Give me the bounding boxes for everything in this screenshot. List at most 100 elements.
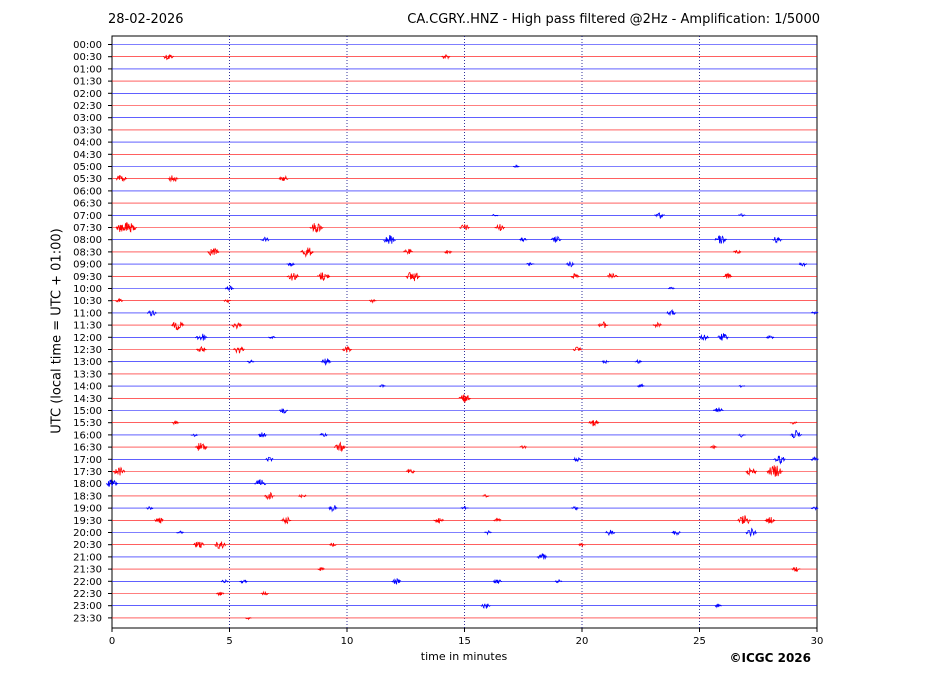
seismic-event bbox=[257, 432, 267, 438]
seismic-event bbox=[789, 421, 798, 425]
seismic-event bbox=[484, 530, 492, 536]
y-tick-label: 11:30 bbox=[73, 321, 102, 332]
seismic-event bbox=[317, 567, 325, 571]
seismic-event bbox=[378, 384, 386, 389]
seismic-event bbox=[713, 407, 724, 413]
seismic-event bbox=[766, 335, 775, 340]
seismic-event bbox=[459, 224, 470, 231]
seismic-event bbox=[268, 335, 276, 340]
seismic-event bbox=[810, 506, 819, 511]
seismic-event bbox=[176, 530, 184, 534]
seismic-event bbox=[737, 515, 752, 525]
seismic-event bbox=[333, 441, 347, 453]
y-tick-label: 07:30 bbox=[73, 223, 102, 234]
seismic-event bbox=[550, 235, 562, 243]
seismic-event bbox=[329, 542, 337, 548]
seismic-event bbox=[278, 408, 289, 414]
seismic-event bbox=[264, 491, 275, 501]
seismic-event bbox=[320, 358, 332, 366]
x-tick-label: 0 bbox=[109, 636, 115, 647]
seismic-event bbox=[737, 433, 746, 438]
seismic-event bbox=[309, 223, 324, 233]
seismic-event bbox=[482, 494, 490, 498]
y-tick-label: 04:00 bbox=[73, 138, 102, 149]
seismic-event bbox=[671, 530, 681, 537]
seismic-event bbox=[766, 465, 783, 477]
seismic-event bbox=[215, 591, 225, 597]
y-tick-label: 06:30 bbox=[73, 199, 102, 210]
y-tick-label: 20:30 bbox=[73, 540, 102, 551]
y-tick-label: 18:00 bbox=[73, 479, 102, 490]
seismic-event bbox=[764, 517, 776, 524]
y-tick-label: 00:00 bbox=[73, 40, 102, 51]
seismic-event bbox=[597, 321, 609, 329]
seismic-event bbox=[246, 359, 255, 364]
seismic-event bbox=[220, 578, 229, 584]
seismic-event bbox=[280, 516, 292, 525]
y-tick-label: 09:00 bbox=[73, 260, 102, 271]
seismic-event bbox=[260, 590, 269, 596]
y-tick-label: 01:30 bbox=[73, 77, 102, 88]
seismic-event bbox=[382, 235, 397, 244]
seismic-event bbox=[578, 542, 586, 548]
plot-frame bbox=[111, 35, 818, 629]
y-tick-label: 22:00 bbox=[73, 577, 102, 588]
seismic-event bbox=[737, 213, 746, 217]
x-tick-label: 25 bbox=[693, 636, 706, 647]
y-tick-label: 05:30 bbox=[73, 174, 102, 185]
y-tick-label: 17:00 bbox=[73, 455, 102, 466]
seismic-event bbox=[654, 212, 666, 219]
seismic-event bbox=[316, 272, 331, 281]
y-tick-label: 09:30 bbox=[73, 272, 102, 283]
seismic-event bbox=[112, 466, 126, 476]
x-tick-label: 15 bbox=[458, 636, 471, 647]
y-tick-label: 03:30 bbox=[73, 125, 102, 136]
seismic-event bbox=[171, 321, 185, 331]
y-tick-label: 12:30 bbox=[73, 345, 102, 356]
seismic-event bbox=[207, 247, 220, 256]
seismic-event bbox=[601, 359, 610, 365]
seismic-event bbox=[260, 236, 270, 242]
seismic-event bbox=[810, 310, 819, 316]
seismic-event bbox=[239, 579, 248, 584]
seismic-event bbox=[124, 223, 137, 233]
seismic-event bbox=[460, 505, 469, 511]
seismic-event bbox=[572, 346, 582, 352]
y-tick-label: 23:30 bbox=[73, 613, 102, 624]
seismic-event bbox=[493, 517, 502, 522]
y-tick-label: 10:30 bbox=[73, 296, 102, 307]
y-tick-label: 18:30 bbox=[73, 491, 102, 502]
seismic-event bbox=[115, 222, 132, 233]
seismic-event bbox=[771, 237, 783, 244]
seismic-event bbox=[733, 249, 742, 254]
seismic-event bbox=[213, 541, 227, 550]
seismic-event bbox=[571, 506, 579, 511]
y-tick-label: 02:30 bbox=[73, 101, 102, 112]
seismic-event bbox=[171, 420, 180, 426]
y-tick-label: 20:00 bbox=[73, 528, 102, 539]
seismic-event bbox=[443, 250, 453, 255]
seismic-event bbox=[745, 527, 758, 538]
seismic-event bbox=[231, 322, 243, 330]
seismic-event bbox=[512, 164, 520, 168]
seismic-event bbox=[391, 578, 402, 585]
seismic-event bbox=[145, 505, 154, 511]
seismic-event bbox=[254, 479, 267, 486]
y-tick-label: 01:00 bbox=[73, 64, 102, 75]
seismic-event bbox=[798, 262, 808, 268]
seismic-event bbox=[403, 248, 414, 255]
x-tick-label: 20 bbox=[576, 636, 589, 647]
y-tick-label: 21:30 bbox=[73, 565, 102, 576]
y-tick-label: 10:00 bbox=[73, 284, 102, 295]
y-tick-label: 04:30 bbox=[73, 150, 102, 161]
y-tick-label: 08:30 bbox=[73, 247, 102, 258]
seismic-event bbox=[286, 273, 299, 281]
x-tick-label: 10 bbox=[341, 636, 354, 647]
seismic-event bbox=[789, 429, 803, 439]
y-tick-label: 21:00 bbox=[73, 552, 102, 563]
seismic-event bbox=[458, 394, 471, 403]
y-tick-label: 08:00 bbox=[73, 235, 102, 246]
seismic-event bbox=[105, 479, 119, 487]
seismic-event bbox=[480, 603, 491, 609]
